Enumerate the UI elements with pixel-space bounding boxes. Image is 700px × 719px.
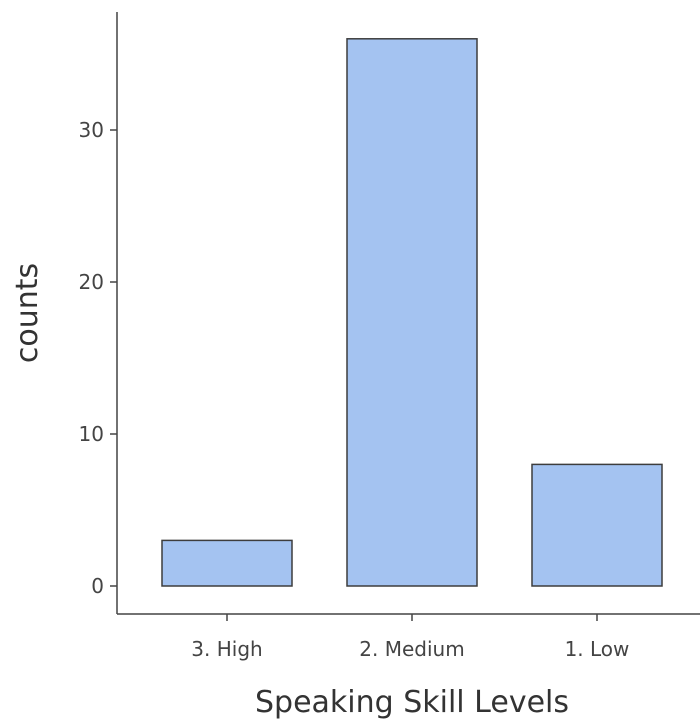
y-tick-label-10: 10	[79, 422, 104, 446]
bar-1-low	[531, 463, 663, 587]
x-axis-title: Speaking Skill Levels	[255, 685, 569, 719]
y-axis-title: counts	[10, 263, 45, 363]
y-tick-label-20: 20	[79, 270, 104, 294]
x-tick-label-3-high: 3. High	[191, 637, 262, 661]
y-tick-label-30: 30	[79, 118, 104, 142]
plot-area: 0 10 20 30 3. High 2. Medium 1. Low	[79, 12, 700, 661]
x-tick-label-1-low: 1. Low	[565, 637, 630, 661]
bar-2-medium	[346, 38, 478, 587]
x-tick-label-2-medium: 2. Medium	[359, 637, 464, 661]
y-tick-label-0: 0	[91, 574, 104, 598]
y-axis-ticks: 0 10 20 30	[79, 118, 117, 598]
x-axis-ticks: 3. High 2. Medium 1. Low	[191, 614, 629, 661]
bars-group	[161, 38, 663, 587]
bar-3-high	[161, 539, 293, 587]
